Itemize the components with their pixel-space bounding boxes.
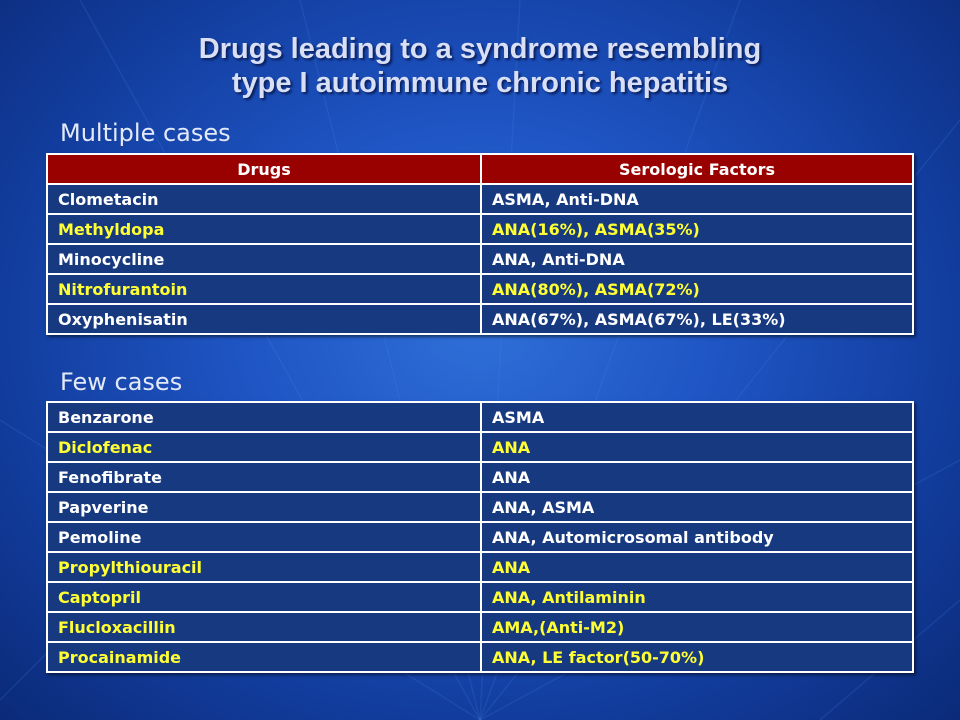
factors-cell: ANA(67%), ASMA(67%), LE(33%) [480, 303, 914, 335]
drug-cell: Papverine [46, 491, 482, 523]
slide-title-line2: type I autoimmune chronic hepatitis [231, 67, 729, 99]
table-row: Minocycline ANA, Anti-DNA [46, 243, 914, 275]
table-header-row: Drugs Serologic Factors [46, 153, 914, 185]
drug-cell: Minocycline [46, 243, 482, 275]
drug-cell: Procainamide [46, 641, 482, 673]
table-row: Benzarone ASMA [46, 401, 914, 433]
factors-cell: ANA(16%), ASMA(35%) [480, 213, 914, 245]
table-row: Nitrofurantoin ANA(80%), ASMA(72%) [46, 273, 914, 305]
drug-cell: Oxyphenisatin [46, 303, 482, 335]
drug-cell: Propylthiouracil [46, 551, 482, 583]
factors-cell: ANA [480, 551, 914, 583]
drug-cell: Nitrofurantoin [46, 273, 482, 305]
factors-cell: ANA [480, 461, 914, 493]
factors-cell: ANA, Anti-DNA [480, 243, 914, 275]
table-row: Diclofenac ANA [46, 431, 914, 463]
table-row: Propylthiouracil ANA [46, 551, 914, 583]
drug-cell: Captopril [46, 581, 482, 613]
factors-cell: ASMA [480, 401, 914, 433]
factors-cell: ANA, Antilaminin [480, 581, 914, 613]
drug-cell: Flucloxacillin [46, 611, 482, 643]
drug-cell: Pemoline [46, 521, 482, 553]
slide-title: Drugs leading to a syndrome resembling t… [0, 32, 960, 100]
drug-cell: Benzarone [46, 401, 482, 433]
multiple-cases-table: Drugs Serologic Factors Clometacin ASMA,… [46, 153, 914, 335]
drug-cell: Clometacin [46, 183, 482, 215]
factors-cell: AMA,(Anti-M2) [480, 611, 914, 643]
factors-cell: ANA, LE factor(50-70%) [480, 641, 914, 673]
table-row: Flucloxacillin AMA,(Anti-M2) [46, 611, 914, 643]
header-serologic-factors: Serologic Factors [480, 153, 914, 185]
header-drugs: Drugs [46, 153, 482, 185]
table-row: Clometacin ASMA, Anti-DNA [46, 183, 914, 215]
factors-cell: ASMA, Anti-DNA [480, 183, 914, 215]
table-row: Captopril ANA, Antilaminin [46, 581, 914, 613]
factors-cell: ANA, ASMA [480, 491, 914, 523]
table-row: Fenofibrate ANA [46, 461, 914, 493]
table-row: Pemoline ANA, Automicrosomal antibody [46, 521, 914, 553]
table-row: Oxyphenisatin ANA(67%), ASMA(67%), LE(33… [46, 303, 914, 335]
few-cases-table: Benzarone ASMA Diclofenac ANA Fenofibrat… [46, 401, 914, 673]
slide-title-line1: Drugs leading to a syndrome resembling [198, 33, 762, 65]
drug-cell: Diclofenac [46, 431, 482, 463]
drug-cell: Methyldopa [46, 213, 482, 245]
table-row: Methyldopa ANA(16%), ASMA(35%) [46, 213, 914, 245]
few-cases-label: Few cases [60, 368, 183, 396]
drug-cell: Fenofibrate [46, 461, 482, 493]
table-row: Procainamide ANA, LE factor(50-70%) [46, 641, 914, 673]
factors-cell: ANA(80%), ASMA(72%) [480, 273, 914, 305]
factors-cell: ANA, Automicrosomal antibody [480, 521, 914, 553]
table-row: Papverine ANA, ASMA [46, 491, 914, 523]
factors-cell: ANA [480, 431, 914, 463]
multiple-cases-label: Multiple cases [60, 119, 231, 147]
